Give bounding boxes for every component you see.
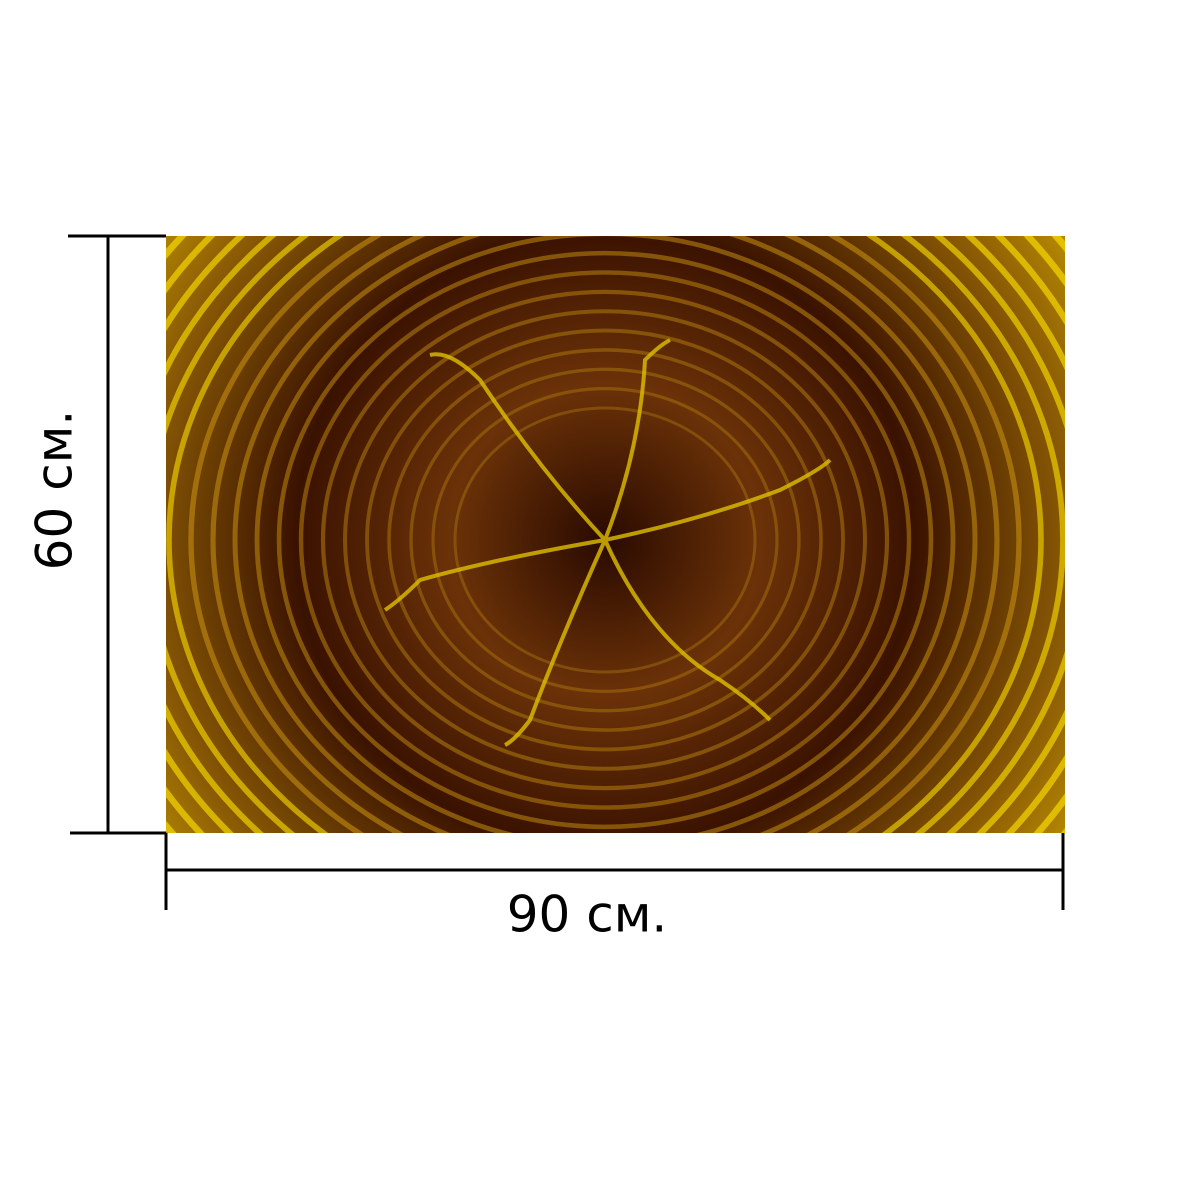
- ring: [254, 236, 956, 833]
- ring: [166, 236, 1044, 833]
- ring: [453, 406, 757, 674]
- ring: [343, 309, 867, 771]
- ring: [276, 250, 934, 830]
- ring: [210, 236, 1000, 833]
- ring: [232, 236, 978, 833]
- star-arms: [383, 338, 832, 747]
- height-label: 60 см.: [26, 410, 84, 571]
- ring: [188, 236, 1022, 833]
- ring: [320, 289, 890, 791]
- ring: [409, 367, 801, 713]
- rings: [166, 236, 1065, 833]
- ring: [365, 328, 845, 752]
- ring: [431, 387, 779, 693]
- swirl-artwork: [166, 236, 1065, 833]
- width-label: 90 см.: [507, 886, 668, 944]
- ring: [387, 348, 823, 732]
- ring: [298, 270, 912, 810]
- ring: [166, 236, 1065, 833]
